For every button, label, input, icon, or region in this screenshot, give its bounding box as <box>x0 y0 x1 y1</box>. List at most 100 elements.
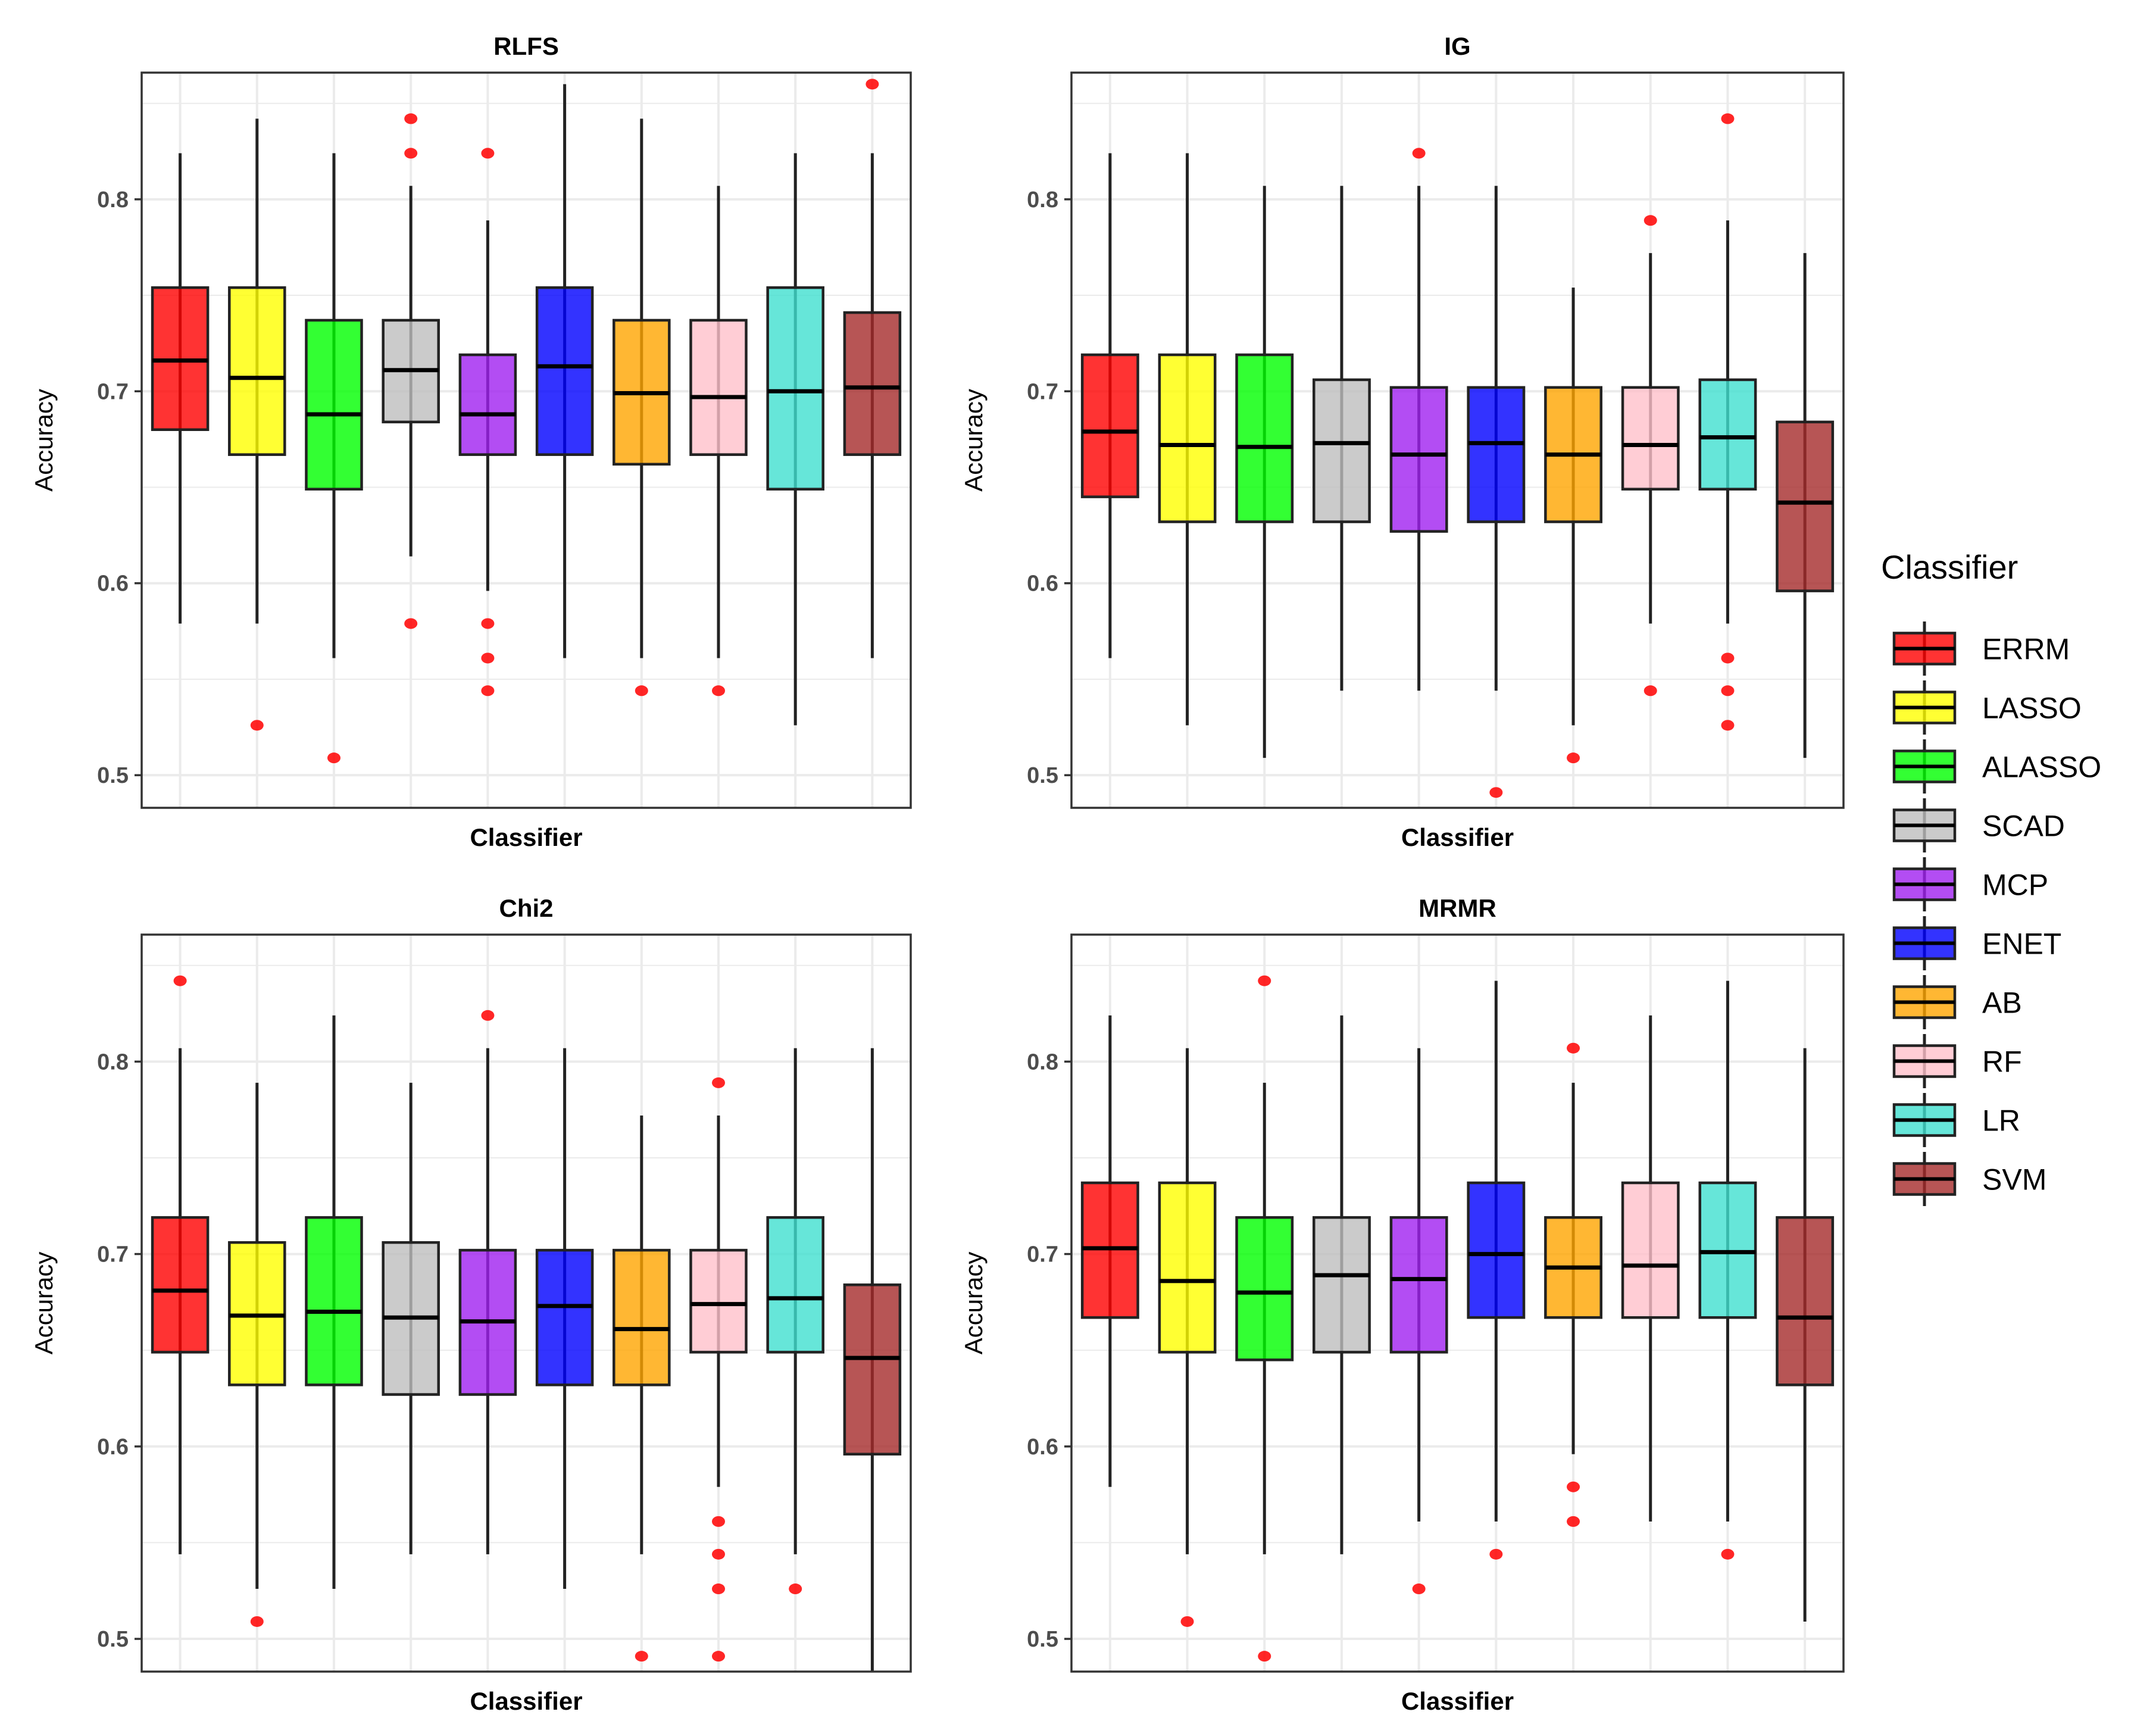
box-alasso <box>305 153 363 764</box>
legend-item-svm: SVM <box>1892 1152 2046 1206</box>
y-axis-title: Accuracy <box>960 1252 988 1355</box>
panel-border <box>140 71 912 809</box>
x-axis-title: Classifier <box>1401 1687 1514 1715</box>
y-tick-label: 0.6 <box>1027 1435 1058 1460</box>
panels: 0.5 0.6 0.7 0.8 RLFS Classifier Accuracy 0.5 0.6… <box>30 32 1845 1715</box>
box-iqr <box>1621 386 1680 491</box>
outlier-point <box>481 685 495 696</box>
box-lasso <box>1158 1048 1217 1627</box>
outlier-point <box>635 685 648 696</box>
panel-chi2: 0.5 0.6 0.7 0.8 Chi2 Classifier Accuracy <box>30 894 912 1715</box>
panel-ig: 0.5 0.6 0.7 0.8 IG Classifier Accuracy <box>960 32 1845 851</box>
box-iqr <box>689 318 748 456</box>
outlier-point <box>1643 685 1657 696</box>
box-scad <box>1313 186 1371 691</box>
outlier-point <box>1567 1516 1580 1527</box>
box-iqr <box>228 286 286 456</box>
box-lr <box>1698 113 1757 731</box>
box-iqr <box>766 286 824 491</box>
legend-label: ALASSO <box>1982 751 2101 784</box>
outlier-point <box>865 79 879 90</box>
legend-item-lr: LR <box>1892 1093 2020 1147</box>
box-errm <box>151 153 210 624</box>
outlier-point <box>712 1077 725 1088</box>
box-iqr <box>766 1216 824 1354</box>
legend: Classifier ERRM LASSO ALASSO SCAD MCP ENET AB R… <box>1881 548 2101 1206</box>
outlier-point <box>1489 1548 1503 1560</box>
box-iqr <box>305 1216 363 1386</box>
outlier-point <box>1180 1616 1194 1627</box>
box-iqr <box>1776 420 1835 592</box>
box-iqr <box>458 353 517 456</box>
legend-items: ERRM LASSO ALASSO SCAD MCP ENET AB RF LR SVM <box>1892 621 2101 1206</box>
box-enet <box>1467 980 1526 1560</box>
box-iqr <box>843 311 902 456</box>
box-scad <box>382 113 440 629</box>
outlier-point <box>635 1651 648 1662</box>
y-tick-label: 0.8 <box>1027 188 1058 213</box>
outlier-point <box>404 148 418 159</box>
outlier-point <box>712 1548 725 1560</box>
box-iqr <box>1467 386 1526 523</box>
panel-border <box>140 933 912 1673</box>
box-iqr <box>151 1216 210 1354</box>
outlier-point <box>1721 720 1735 731</box>
y-tick-label: 0.5 <box>97 1627 129 1652</box>
y-tick-label: 0.5 <box>97 763 129 788</box>
box-iqr <box>535 286 594 456</box>
legend-item-errm: ERRM <box>1892 621 2070 676</box>
box-lasso <box>228 1082 286 1627</box>
boxes <box>151 79 902 764</box>
box-scad <box>1313 1015 1371 1554</box>
panel-border <box>1070 71 1845 809</box>
box-iqr <box>1698 378 1757 491</box>
legend-label: LASSO <box>1982 692 2082 725</box>
y-axis-title: Accuracy <box>30 389 58 492</box>
box-enet <box>1467 186 1526 798</box>
x-axis-title: Classifier <box>470 823 582 851</box>
panel-title: RLFS <box>493 32 559 60</box>
box-alasso <box>1235 186 1294 758</box>
outlier-point <box>250 1616 264 1627</box>
y-tick-label: 0.8 <box>1027 1050 1058 1075</box>
outlier-point <box>1258 1651 1271 1662</box>
box-iqr <box>1313 1216 1371 1354</box>
outlier-point <box>481 652 495 664</box>
box-iqr <box>1621 1181 1680 1319</box>
legend-item-mcp: MCP <box>1892 857 2048 911</box>
outlier-point <box>1489 787 1503 798</box>
panel-mrmr: 0.5 0.6 0.7 0.8 MRMR Classifier Accuracy <box>960 894 1845 1715</box>
y-tick-label: 0.5 <box>1027 763 1058 788</box>
boxes <box>1080 113 1835 798</box>
legend-item-ab: AB <box>1892 975 2022 1029</box>
outlier-point <box>481 148 495 159</box>
outlier-point <box>404 113 418 124</box>
box-rf <box>689 186 748 696</box>
box-iqr <box>1158 353 1217 523</box>
outlier-point <box>712 1583 725 1595</box>
y-tick-label: 0.6 <box>97 1435 129 1460</box>
y-tick-label: 0.6 <box>97 571 129 596</box>
outlier-point <box>789 1583 802 1595</box>
box-errm <box>151 975 210 1554</box>
box-iqr <box>1235 353 1294 523</box>
outlier-point <box>1412 148 1426 159</box>
box-iqr <box>535 1248 594 1386</box>
box-iqr <box>1776 1216 1835 1386</box>
box-iqr <box>1080 353 1139 498</box>
box-ab <box>1544 1042 1602 1527</box>
legend-item-enet: ENET <box>1892 916 2061 970</box>
y-tick-label: 0.5 <box>1027 1627 1058 1652</box>
x-axis-title: Classifier <box>1401 823 1514 851</box>
outlier-point <box>404 618 418 629</box>
panel-title: Chi2 <box>499 894 553 922</box>
box-iqr <box>1313 378 1371 523</box>
box-errm <box>1080 153 1139 658</box>
box-enet <box>535 1048 594 1589</box>
legend-item-rf: RF <box>1892 1034 2022 1088</box>
outlier-point <box>712 1516 725 1527</box>
outlier-point <box>250 720 264 731</box>
y-tick-label: 0.7 <box>1027 1242 1058 1267</box>
boxes <box>1080 975 1835 1662</box>
box-rf <box>1621 215 1680 696</box>
